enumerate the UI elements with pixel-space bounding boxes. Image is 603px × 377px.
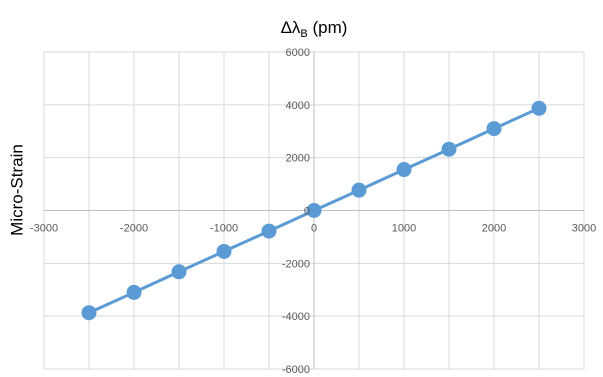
chart-title-subscript: B (300, 28, 307, 40)
series-layer (81, 100, 547, 321)
y-tick-label: -2000 (282, 258, 310, 270)
x-tick-label: 3000 (572, 223, 596, 235)
data-point (126, 284, 142, 300)
y-tick-label: 6000 (286, 47, 310, 59)
y-tick-label: 2000 (286, 153, 310, 165)
data-point (216, 243, 232, 259)
x-tick-label: 2000 (482, 223, 506, 235)
data-point (441, 141, 457, 157)
y-axis-title: Micro-Strain (7, 144, 26, 236)
label-layer: -3000 -2000 -1000 0 1000 2000 3000 -6000 -4000 -2… (30, 47, 596, 376)
data-point (351, 182, 367, 198)
data-point (396, 162, 412, 178)
x-tick-label: -2000 (120, 223, 148, 235)
chart-title-suffix: (pm) (308, 18, 348, 37)
data-point (81, 305, 97, 321)
x-tick-label: -1000 (210, 223, 238, 235)
data-point (261, 223, 277, 239)
x-tick-label: -3000 (30, 223, 58, 235)
chart-title-prefix: Δλ (281, 18, 301, 37)
data-point (306, 203, 322, 218)
y-tick-label: 4000 (286, 100, 310, 112)
y-tick-label: 0 (304, 206, 310, 218)
data-point (531, 100, 547, 116)
data-point (486, 121, 502, 137)
chart-title: ΔλB (pm) (281, 18, 348, 40)
y-tick-label: -4000 (282, 311, 310, 323)
y-tick-label: -6000 (282, 364, 310, 376)
x-tick-label: 0 (311, 223, 317, 235)
x-tick-label: 1000 (392, 223, 416, 235)
data-point (171, 264, 187, 280)
